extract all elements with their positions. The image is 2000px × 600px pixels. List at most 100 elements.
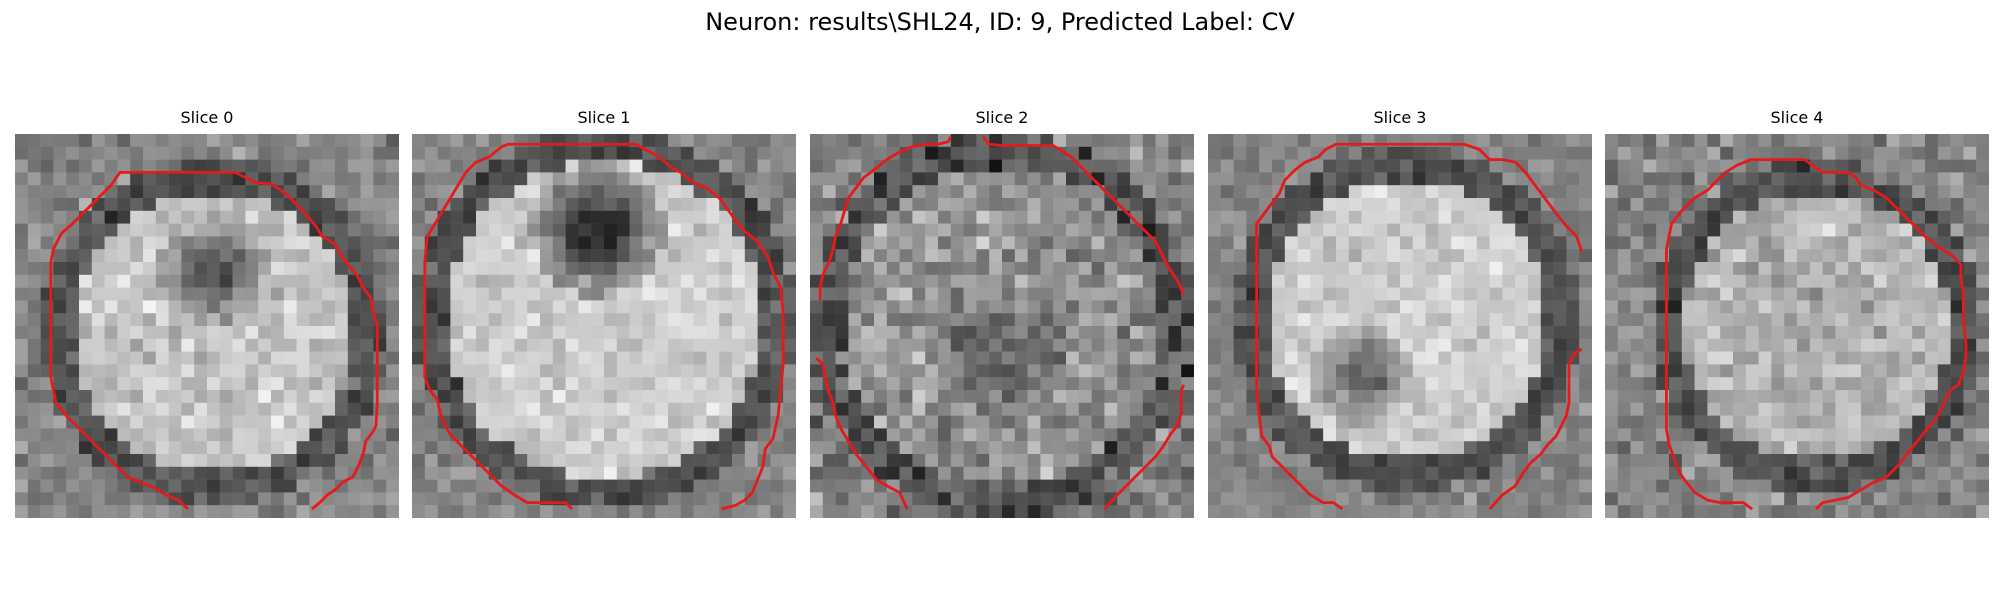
- pixel: [886, 185, 900, 199]
- pixel: [488, 236, 502, 250]
- pixel: [680, 479, 694, 493]
- pixel: [1078, 402, 1092, 416]
- pixel: [40, 185, 54, 199]
- pixel: [1400, 223, 1414, 237]
- pixel: [629, 454, 643, 468]
- pixel: [1078, 454, 1092, 468]
- pixel: [360, 210, 374, 224]
- pixel: [1797, 236, 1811, 250]
- pixel: [668, 300, 682, 314]
- pixel: [744, 146, 758, 160]
- pixel: [1374, 441, 1388, 455]
- pixel: [732, 377, 746, 391]
- pixel: [1758, 210, 1772, 224]
- pixel: [219, 223, 233, 237]
- pixel: [899, 236, 913, 250]
- pixel: [79, 134, 93, 148]
- pixel: [1066, 351, 1080, 365]
- pixel: [1168, 185, 1182, 199]
- pixel: [886, 466, 900, 480]
- pixel: [1451, 479, 1465, 493]
- pixel: [1233, 146, 1247, 160]
- pixel: [1246, 454, 1260, 468]
- pixel: [1873, 262, 1887, 276]
- pixel: [668, 402, 682, 416]
- pixel: [861, 198, 875, 212]
- pixel: [143, 492, 157, 506]
- pixel: [1387, 454, 1401, 468]
- pixel: [668, 415, 682, 429]
- pixel: [450, 326, 464, 340]
- pixel: [1553, 402, 1567, 416]
- pixel: [27, 390, 41, 404]
- pixel: [181, 287, 195, 301]
- pixel: [861, 441, 875, 455]
- pixel: [1528, 274, 1542, 288]
- pixel: [616, 351, 630, 365]
- pixel: [552, 505, 566, 518]
- pixel: [1040, 505, 1054, 518]
- pixel: [1117, 262, 1131, 276]
- pixel: [642, 479, 656, 493]
- pixel: [1720, 454, 1734, 468]
- pixel: [1617, 210, 1631, 224]
- pixel: [1758, 134, 1772, 148]
- pixel: [194, 185, 208, 199]
- pixel: [437, 441, 451, 455]
- pixel: [1168, 492, 1182, 506]
- pixel: [1078, 198, 1092, 212]
- pixel: [950, 415, 964, 429]
- pixel: [360, 262, 374, 276]
- pixel: [591, 428, 605, 442]
- pixel: [424, 338, 438, 352]
- pixel: [309, 441, 323, 455]
- pixel: [848, 236, 862, 250]
- pixel: [1168, 146, 1182, 160]
- pixel: [1848, 402, 1862, 416]
- pixel: [1066, 262, 1080, 276]
- pixel: [15, 326, 29, 340]
- pixel: [424, 249, 438, 263]
- pixel: [1605, 505, 1619, 518]
- pixel: [604, 274, 618, 288]
- pixel: [655, 172, 669, 186]
- pixel: [848, 300, 862, 314]
- pixel: [848, 146, 862, 160]
- pixel: [181, 441, 195, 455]
- pixel: [1464, 262, 1478, 276]
- pixel: [1848, 326, 1862, 340]
- pixel: [1963, 236, 1977, 250]
- pixel: [1323, 313, 1337, 327]
- pixel: [848, 428, 862, 442]
- pixel: [1528, 210, 1542, 224]
- pixel: [668, 146, 682, 160]
- pixel: [1374, 159, 1388, 173]
- pixel: [822, 300, 836, 314]
- pixel: [642, 274, 656, 288]
- pixel: [1822, 466, 1836, 480]
- pixel: [501, 313, 515, 327]
- pixel: [1027, 492, 1041, 506]
- pixel: [642, 402, 656, 416]
- pixel: [1181, 377, 1194, 391]
- pixel: [950, 236, 964, 250]
- pixel: [219, 159, 233, 173]
- pixel: [1400, 172, 1414, 186]
- pixel: [1489, 262, 1503, 276]
- pixel: [360, 415, 374, 429]
- pixel: [258, 313, 272, 327]
- pixel: [1310, 210, 1324, 224]
- pixel: [66, 466, 80, 480]
- pixel: [1027, 223, 1041, 237]
- pixel: [861, 223, 875, 237]
- pixel: [1873, 454, 1887, 468]
- pixel: [1438, 390, 1452, 404]
- pixel: [1617, 249, 1631, 263]
- pixel: [1078, 492, 1092, 506]
- pixel: [591, 466, 605, 480]
- pixel: [732, 326, 746, 340]
- pixel: [1284, 466, 1298, 480]
- pixel: [117, 505, 131, 518]
- pixel: [40, 505, 54, 518]
- pixel: [322, 223, 336, 237]
